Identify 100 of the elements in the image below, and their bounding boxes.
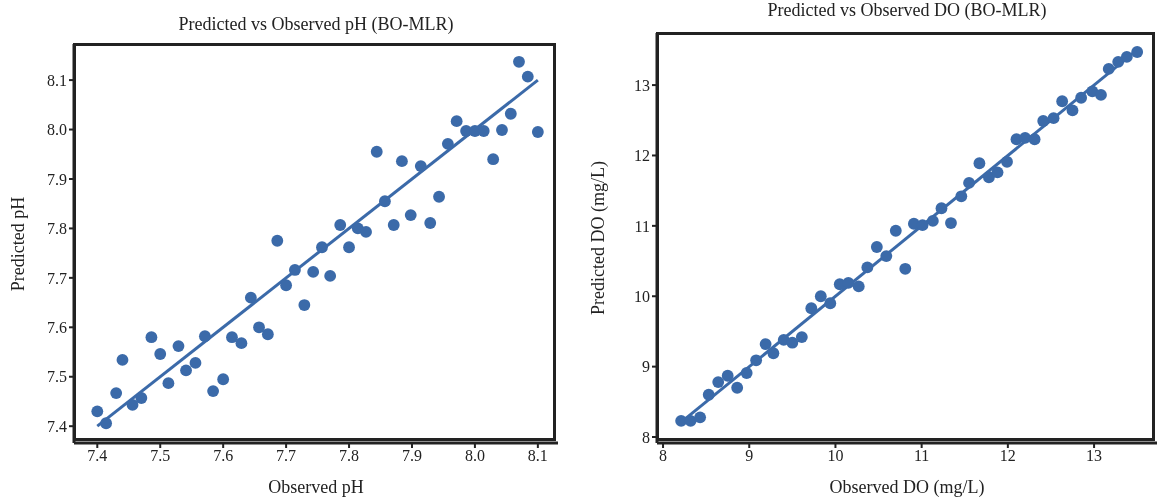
point (740, 367, 753, 379)
point (694, 411, 707, 424)
x-tick-label: 7.9 (401, 447, 422, 465)
x-tick-label: 8.1 (527, 447, 548, 465)
point (91, 405, 104, 418)
x-tick-label: 7.5 (150, 447, 171, 465)
chart-title: Predicted vs Observed DO (BO-MLR) (766, 0, 1048, 21)
point (316, 241, 328, 254)
point (334, 219, 347, 231)
x-axis-title: Observed pH (267, 477, 365, 498)
point (100, 417, 113, 430)
point (861, 261, 874, 274)
point (172, 340, 185, 352)
point (116, 354, 129, 366)
x-tick-label: 7.4 (87, 447, 108, 465)
point (1001, 155, 1013, 168)
x-axis-title: Observed DO (mg/L) (828, 477, 986, 498)
point (145, 331, 158, 344)
point (496, 124, 508, 136)
point (824, 297, 837, 310)
point (889, 224, 902, 237)
point (731, 381, 744, 394)
point (702, 388, 715, 401)
y-tick-label: 7.7 (47, 269, 67, 287)
point (414, 160, 427, 173)
point (759, 338, 772, 351)
y-tick-label: 13 (634, 76, 650, 94)
point (433, 190, 445, 203)
point (395, 155, 408, 168)
point (1120, 51, 1133, 63)
point (712, 376, 725, 389)
point (955, 190, 968, 203)
point (531, 126, 544, 138)
point (324, 269, 337, 282)
point (945, 217, 957, 229)
point (387, 219, 400, 231)
point (135, 392, 148, 404)
point (280, 279, 293, 292)
point (880, 250, 893, 263)
y-tick-label: 8.0 (47, 121, 67, 139)
point (805, 302, 818, 315)
point (217, 373, 230, 386)
point (424, 217, 437, 229)
y-tick-label: 12 (634, 147, 650, 165)
point (180, 364, 192, 377)
point (721, 369, 734, 382)
x-tick-label: 10 (827, 447, 844, 465)
point (1047, 112, 1060, 125)
point (1102, 62, 1115, 75)
y-axis-title: Predicted pH (8, 196, 29, 291)
point (786, 336, 799, 349)
y-tick-label: 10 (634, 287, 650, 305)
point (973, 157, 986, 170)
x-tick-label: 8.0 (464, 447, 485, 465)
point (441, 137, 454, 150)
point (207, 385, 220, 397)
point (360, 225, 372, 238)
point (450, 115, 463, 128)
point (261, 328, 274, 341)
point (991, 166, 1004, 179)
point (370, 145, 383, 158)
x-tick-label: 7.8 (339, 447, 360, 465)
point (126, 399, 139, 411)
point (926, 215, 939, 227)
point (110, 387, 123, 399)
point (343, 241, 355, 254)
x-tick-label: 7.7 (276, 447, 297, 465)
point (226, 331, 238, 344)
point (1095, 89, 1107, 101)
point (1131, 46, 1144, 58)
point (521, 70, 534, 83)
point (162, 377, 175, 390)
y-tick-label: 7.4 (47, 417, 67, 435)
point (504, 107, 517, 120)
point (189, 357, 202, 369)
x-tick-label: 11 (913, 447, 930, 465)
point (767, 347, 780, 360)
point (963, 177, 975, 189)
point (935, 202, 948, 215)
point (307, 266, 320, 278)
y-tick-label: 7.9 (47, 170, 67, 188)
point (379, 195, 391, 208)
point (289, 264, 301, 276)
y-tick-label: 8 (642, 428, 650, 446)
y-tick-label: 9 (642, 358, 650, 376)
point (870, 241, 883, 253)
point (298, 299, 311, 311)
point (235, 337, 248, 350)
point (852, 280, 865, 293)
y-tick-label: 7.8 (47, 220, 67, 238)
point (1056, 95, 1069, 108)
point (1028, 133, 1041, 146)
point (253, 321, 265, 334)
x-tick-label: 13 (1086, 447, 1103, 465)
point (842, 276, 855, 289)
point (982, 171, 995, 184)
x-tick-label: 12 (999, 447, 1016, 465)
point (513, 55, 525, 68)
point (404, 209, 417, 221)
x-tick-label: 7.6 (213, 447, 234, 465)
